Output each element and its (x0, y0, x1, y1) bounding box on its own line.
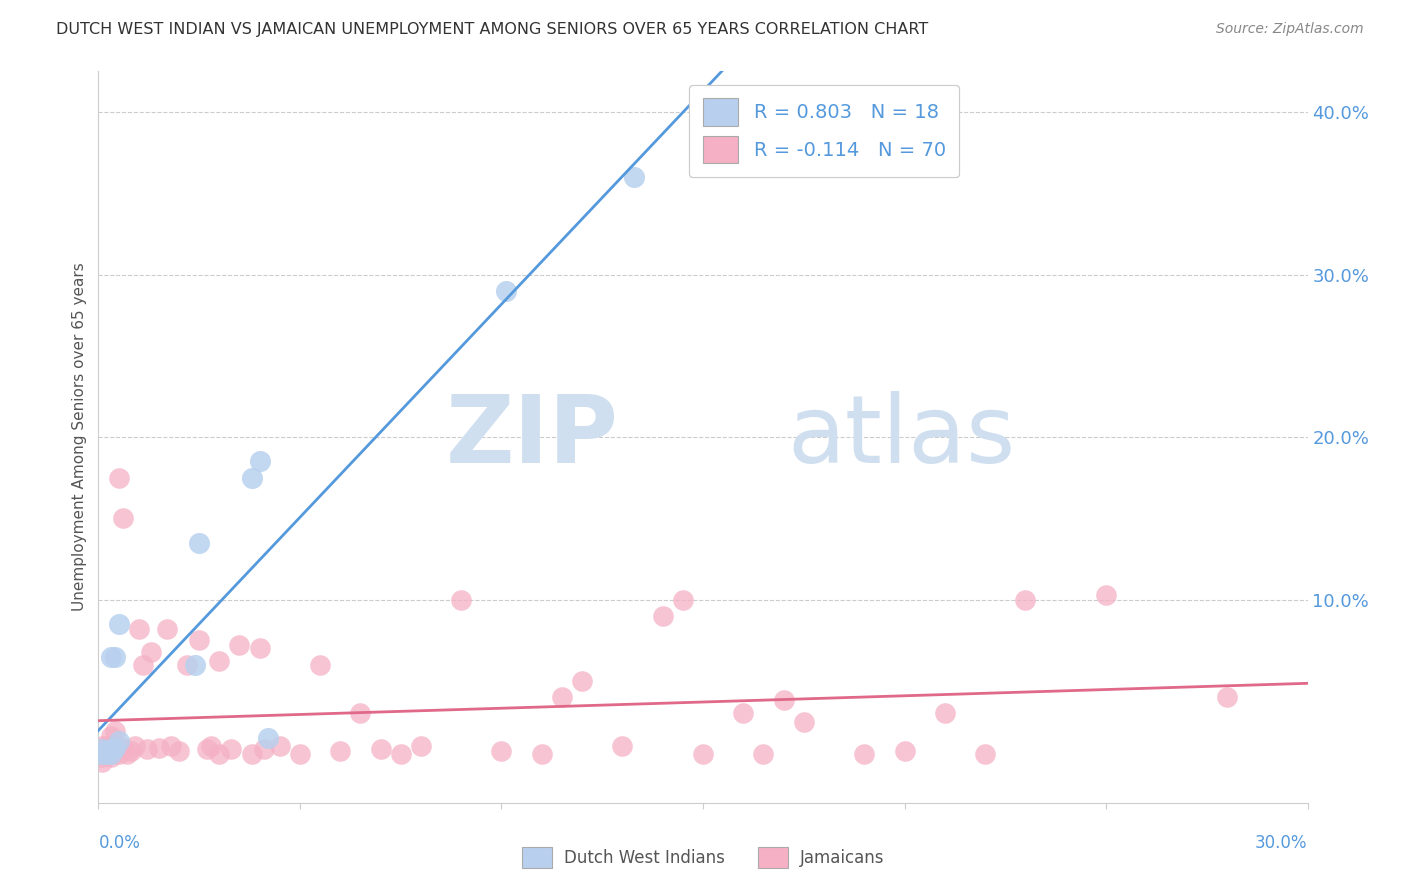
Point (793, 714, 815, 729)
Point (551, 690, 574, 705)
Point (450, 592, 472, 607)
Text: ZIP: ZIP (446, 391, 619, 483)
Point (91, 744, 114, 758)
Point (491, 744, 513, 758)
Point (107, 734, 129, 748)
Point (974, 747, 997, 761)
Point (530, 747, 553, 761)
Point (349, 706, 371, 721)
Point (208, 747, 231, 761)
Point (1216, 690, 1239, 705)
Point (107, 747, 129, 761)
Point (107, 471, 129, 485)
Point (91, 742, 114, 756)
Point (240, 471, 263, 485)
Point (253, 742, 276, 756)
Point (107, 742, 129, 756)
Point (135, 742, 157, 756)
Point (103, 744, 125, 758)
Point (221, 742, 243, 756)
Point (124, 739, 146, 753)
Point (91, 755, 114, 769)
Legend: Dutch West Indians, Jamaicans: Dutch West Indians, Jamaicans (516, 840, 890, 875)
Point (733, 706, 755, 721)
Point (91, 739, 114, 753)
Point (495, 284, 517, 298)
Point (91, 747, 114, 761)
Point (167, 744, 190, 758)
Point (228, 638, 250, 652)
Point (156, 622, 179, 636)
Point (893, 744, 915, 758)
Point (91, 750, 114, 764)
Point (139, 645, 162, 659)
Point (623, 169, 645, 184)
Point (200, 739, 222, 753)
Point (269, 739, 291, 753)
Point (1014, 592, 1036, 607)
Point (96, 747, 118, 761)
Y-axis label: Unemployment Among Seniors over 65 years: Unemployment Among Seniors over 65 years (72, 263, 87, 611)
Point (107, 617, 129, 632)
Point (111, 511, 134, 525)
Legend: R = 0.803   N = 18, R = -0.114   N = 70: R = 0.803 N = 18, R = -0.114 N = 70 (689, 85, 959, 177)
Point (148, 740, 170, 755)
Point (1095, 588, 1118, 602)
Point (96, 742, 118, 756)
Point (100, 649, 122, 664)
Point (132, 657, 155, 672)
Point (176, 657, 198, 672)
Point (100, 742, 122, 756)
Point (100, 729, 122, 743)
Point (103, 740, 125, 755)
Point (389, 747, 412, 761)
Point (256, 731, 278, 745)
Text: 0.0%: 0.0% (98, 834, 141, 852)
Text: atlas: atlas (787, 391, 1017, 483)
Point (160, 739, 183, 753)
Point (752, 747, 775, 761)
Text: Source: ZipAtlas.com: Source: ZipAtlas.com (1216, 22, 1364, 37)
Point (772, 693, 794, 707)
Point (692, 747, 714, 761)
Point (249, 454, 271, 468)
Point (96, 747, 118, 761)
Point (188, 633, 211, 648)
Point (934, 706, 956, 721)
Point (96, 739, 118, 753)
Point (240, 747, 263, 761)
Point (370, 742, 392, 756)
Point (853, 747, 876, 761)
Point (115, 747, 138, 761)
Point (103, 724, 125, 739)
Text: 30.0%: 30.0% (1256, 834, 1308, 852)
Point (612, 739, 634, 753)
Point (288, 747, 311, 761)
Point (120, 744, 142, 758)
Point (100, 747, 122, 761)
Point (100, 744, 122, 758)
Point (249, 641, 271, 656)
Point (329, 744, 352, 758)
Point (672, 592, 695, 607)
Point (100, 750, 122, 764)
Point (103, 649, 125, 664)
Point (651, 608, 673, 623)
Point (103, 739, 125, 753)
Point (571, 673, 593, 688)
Point (208, 654, 231, 668)
Point (184, 657, 207, 672)
Point (188, 535, 211, 549)
Point (96, 744, 118, 758)
Point (111, 740, 134, 755)
Point (309, 657, 332, 672)
Point (409, 739, 432, 753)
Point (128, 622, 150, 636)
Point (91, 747, 114, 761)
Text: DUTCH WEST INDIAN VS JAMAICAN UNEMPLOYMENT AMONG SENIORS OVER 65 YEARS CORRELATI: DUTCH WEST INDIAN VS JAMAICAN UNEMPLOYME… (56, 22, 928, 37)
Point (100, 747, 122, 761)
Point (195, 742, 218, 756)
